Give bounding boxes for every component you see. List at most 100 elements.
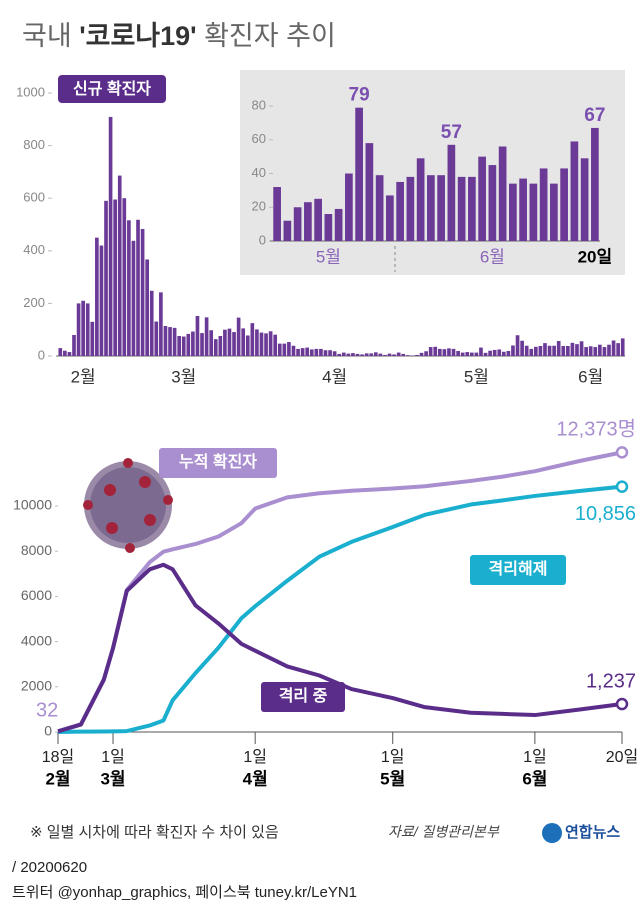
bar [415, 354, 419, 356]
badge: 신규 확진자 [73, 79, 151, 98]
title: 국내 '코로나19' 확진자 추이 [22, 21, 336, 51]
title-part: '코로나19' [79, 21, 196, 51]
bar [550, 183, 558, 241]
value-label: 79 [349, 85, 370, 106]
x-tick-label: 1일 [523, 748, 547, 766]
bar [447, 348, 451, 356]
end-marker [615, 446, 629, 459]
bar [373, 352, 378, 356]
bar [314, 198, 322, 241]
bar [511, 345, 515, 356]
bar [468, 176, 476, 241]
bar [424, 351, 428, 356]
bar [236, 317, 241, 356]
bar [314, 348, 319, 356]
bar [304, 202, 312, 241]
bar [556, 341, 561, 356]
bar [566, 346, 570, 356]
bar [81, 300, 85, 356]
bar [324, 214, 333, 241]
bar [488, 165, 497, 241]
bar [570, 141, 579, 241]
series-name: 격리해제 [489, 560, 548, 578]
bar [387, 353, 392, 356]
bar [575, 344, 579, 356]
value-label: 32 [36, 700, 58, 722]
bar [291, 345, 296, 356]
bar [218, 336, 223, 356]
series-line [57, 484, 623, 734]
bar [245, 335, 250, 356]
bar [341, 352, 346, 356]
y-tick-label: 0 [259, 232, 266, 247]
bar [283, 220, 292, 241]
bar [497, 349, 502, 356]
bar [492, 349, 497, 356]
bar [488, 350, 492, 356]
x-tick-label: 6월 [480, 247, 505, 266]
bar [277, 343, 282, 356]
bar [447, 144, 456, 241]
y-tick-label: 800 [23, 137, 45, 152]
bar [543, 343, 547, 356]
bar [232, 332, 236, 356]
bar [520, 340, 524, 356]
bar [538, 346, 543, 356]
bar [85, 303, 90, 356]
bar [209, 330, 214, 356]
series-name: 누적 확진자 [179, 452, 257, 471]
x-tick-label: 1일 [243, 748, 267, 766]
bar [620, 338, 625, 356]
bar [456, 351, 460, 356]
bar [478, 156, 486, 241]
value-label: 12,373명 [556, 418, 636, 441]
bar [250, 323, 255, 356]
x-month-label: 5월 [380, 769, 405, 788]
bar [383, 354, 387, 356]
bar [337, 353, 342, 356]
bar [99, 245, 104, 356]
badge-box [58, 75, 166, 103]
x-tick-label: 6월 [578, 367, 603, 386]
bar [191, 331, 195, 356]
y-tick-label: 0 [38, 347, 45, 362]
bar [529, 348, 534, 356]
bar [570, 342, 575, 356]
credits: 트위터 @yonhap_graphics, 페이스북 tuney.kr/LeYN… [12, 884, 357, 901]
bar [72, 334, 76, 356]
logo: 연합뉴스 [565, 824, 620, 841]
bar [616, 343, 620, 356]
y-tick-label: 400 [23, 242, 45, 257]
y-tick-label: 2000 [21, 678, 52, 694]
bar [108, 116, 113, 356]
bar [465, 352, 470, 356]
x-tick-label: 5월 [464, 367, 489, 386]
bar [524, 345, 529, 356]
bar [117, 175, 122, 356]
bar [375, 175, 384, 241]
bar [67, 352, 72, 356]
bar [591, 127, 599, 241]
x-tick-label: 20일 [578, 247, 613, 266]
x-tick-label: 3월 [171, 367, 196, 386]
x-month-label: 6월 [522, 769, 547, 788]
bar [442, 349, 447, 356]
bar [204, 317, 209, 356]
value-label: 57 [441, 122, 462, 143]
bar [296, 348, 300, 356]
bar [351, 353, 355, 356]
bar [145, 259, 149, 356]
bar [427, 175, 435, 241]
y-tick-label: 600 [23, 190, 45, 205]
bar [509, 183, 517, 241]
bar [428, 347, 433, 356]
y-tick-label: 80 [252, 97, 266, 112]
bar [273, 187, 281, 241]
bar [255, 329, 259, 356]
bar [378, 353, 383, 356]
bar [323, 350, 328, 356]
bar [264, 333, 268, 356]
bar [345, 173, 353, 241]
bar [58, 348, 63, 356]
bar [529, 183, 538, 241]
